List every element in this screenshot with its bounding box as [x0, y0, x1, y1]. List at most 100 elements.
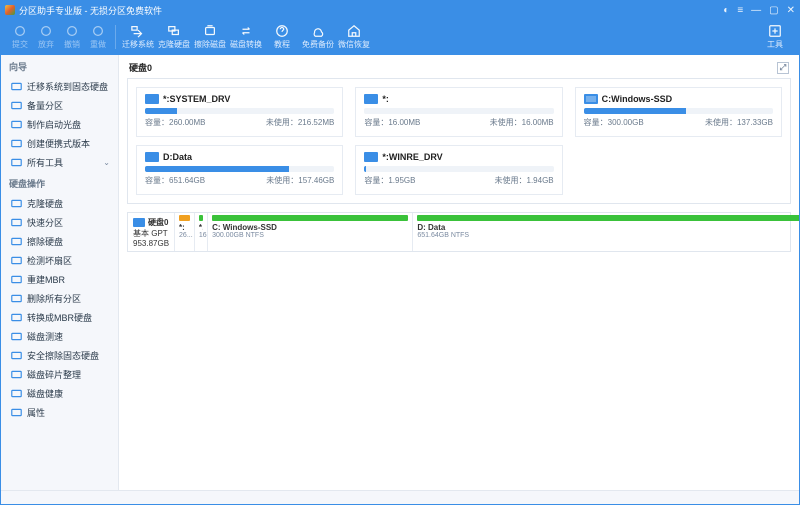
sidebar-item[interactable]: 磁盘测速 — [1, 327, 118, 346]
sidebar-item-label: 安全擦除固态硬盘 — [27, 349, 99, 362]
sidebar-item-icon — [11, 138, 22, 149]
diskmap-partition[interactable]: *:26... — [175, 213, 195, 251]
sidebar-item-label: 磁盘测速 — [27, 330, 63, 343]
skin-button[interactable]: ◐ — [723, 5, 729, 16]
sidebar-item[interactable]: 检测坏扇区 — [1, 251, 118, 270]
diskmap-partition[interactable]: *:16... — [195, 213, 208, 251]
menu-button[interactable]: ≡ — [737, 5, 743, 16]
capacity-label: 容量：260.00MB — [145, 117, 205, 128]
sidebar-item-label: 磁盘碎片整理 — [27, 368, 81, 381]
capacity-label: 容量：1.95GB — [364, 175, 415, 186]
sidebar-item[interactable]: 创建便携式版本 — [1, 134, 118, 153]
window-controls: ◐ ≡ — ▢ ✕ — [723, 5, 795, 16]
sidebar-item[interactable]: 转换成MBR硬盘 — [1, 308, 118, 327]
sidebar-item[interactable]: 擦除硬盘 — [1, 232, 118, 251]
toolbar-migrate-button[interactable]: 迁移系统 — [120, 20, 156, 54]
sidebar-item-label: 磁盘健康 — [27, 387, 63, 400]
sidebar-item-icon — [11, 407, 22, 418]
sidebar-item[interactable]: 制作启动光盘 — [1, 115, 118, 134]
sidebar-item-label: 所有工具 — [27, 156, 63, 169]
erase-icon — [203, 24, 217, 38]
toolbar-small-2[interactable]: 撤销 — [59, 20, 85, 54]
usage-bar — [364, 166, 553, 172]
toolbar-tutorial-button[interactable]: 教程 — [264, 20, 300, 54]
migrate-icon — [131, 24, 145, 38]
toolbar-recover-button[interactable]: 微信恢复 — [336, 20, 372, 54]
tools-label: 工具 — [767, 39, 783, 50]
drive-icon — [145, 94, 159, 104]
sidebar-item-icon — [11, 236, 22, 247]
capacity-label: 容量：651.64GB — [145, 175, 205, 186]
free-label: 未使用：1.94GB — [495, 175, 554, 186]
diskmap-head[interactable]: 硬盘0基本 GPT953.87GB — [128, 213, 175, 251]
toolbar-erase-button[interactable]: 擦除磁盘 — [192, 20, 228, 54]
drive-icon — [584, 94, 598, 104]
main-area: 向导迁移系统到固态硬盘备量分区制作启动光盘创建便携式版本所有工具⌄硬盘操作克隆硬… — [1, 55, 799, 490]
drive-icon — [145, 152, 159, 162]
sidebar-item-label: 检测坏扇区 — [27, 254, 72, 267]
sidebar-item[interactable]: 删除所有分区 — [1, 289, 118, 308]
partition-tile[interactable]: *:WINRE_DRV容量：1.95GB未使用：1.94GB — [355, 145, 562, 195]
sidebar-item[interactable]: 磁盘碎片整理 — [1, 365, 118, 384]
partition-tile[interactable]: *:容量：16.00MB未使用：16.00MB — [355, 87, 562, 137]
toolbar-backup-button[interactable]: 免费备份 — [300, 20, 336, 54]
sidebar-item[interactable]: 属性 — [1, 403, 118, 422]
sidebar-item-label: 迁移系统到固态硬盘 — [27, 80, 108, 93]
panel-expand-button[interactable]: ⤢ — [777, 62, 789, 74]
partition-segment — [417, 215, 799, 221]
sidebar-item[interactable]: 安全擦除固态硬盘 — [1, 346, 118, 365]
sidebar-item[interactable]: 快速分区 — [1, 213, 118, 232]
sidebar-item-icon — [11, 100, 22, 111]
disk-map: 硬盘0基本 GPT953.87GB*:26...*:16...C: Window… — [127, 212, 791, 252]
toolbar-small-0[interactable]: 提交 — [7, 20, 33, 54]
sidebar-item-label: 克隆硬盘 — [27, 197, 63, 210]
sidebar-item-icon — [11, 350, 22, 361]
small-icon — [65, 24, 79, 38]
toolbar-clone-button[interactable]: 克隆硬盘 — [156, 20, 192, 54]
partition-tile[interactable]: *:SYSTEM_DRV容量：260.00MB未使用：216.52MB — [136, 87, 343, 137]
sidebar-item-icon — [11, 388, 22, 399]
usage-bar — [145, 166, 334, 172]
sidebar-item-icon — [11, 312, 22, 323]
tools-button[interactable]: 工具 — [757, 20, 793, 54]
close-button[interactable]: ✕ — [787, 5, 795, 16]
partition-name: C:Windows-SSD — [602, 94, 672, 104]
toolbar-convert-button[interactable]: 磁盘转换 — [228, 20, 264, 54]
sidebar-item-label: 备量分区 — [27, 99, 63, 112]
diskmap-partition[interactable]: C: Windows-SSD300.00GB NTFS — [208, 213, 413, 251]
partition-tile[interactable]: D:Data 容量：651.64GB 未使用：157.46GB — [136, 145, 343, 195]
sidebar-group-head: 向导 — [1, 55, 118, 77]
sidebar-item[interactable]: 克隆硬盘 — [1, 194, 118, 213]
content-panel: 硬盘0 ⤢ *:SYSTEM_DRV容量：260.00MB未使用：216.52M… — [119, 55, 799, 490]
sidebar-item[interactable]: 所有工具⌄ — [1, 153, 118, 172]
partition-segment — [179, 215, 190, 221]
sidebar-item-label: 擦除硬盘 — [27, 235, 63, 248]
titlebar: 分区助手专业版 - 无损分区免费软件 ◐ ≡ — ▢ ✕ — [1, 1, 799, 19]
free-label: 未使用：157.46GB — [266, 175, 334, 186]
toolbar-small-1[interactable]: 放弃 — [33, 20, 59, 54]
sidebar-item[interactable]: 迁移系统到固态硬盘 — [1, 77, 118, 96]
sidebar-item[interactable]: 重建MBR — [1, 270, 118, 289]
sidebar-item[interactable]: 磁盘健康 — [1, 384, 118, 403]
partition-name: *: — [382, 94, 389, 104]
usage-bar — [145, 108, 334, 114]
sidebar-item-icon — [11, 119, 22, 130]
sidebar-item-icon — [11, 331, 22, 342]
panel-title: 硬盘0 — [129, 61, 152, 74]
maximize-button[interactable]: ▢ — [769, 5, 778, 16]
diskmap-partition[interactable]: D: Data651.64GB NTFS — [413, 213, 799, 251]
capacity-label: 容量：300.00GB — [584, 117, 644, 128]
sidebar-item-icon — [11, 274, 22, 285]
minimize-button[interactable]: — — [751, 5, 761, 16]
small-icon — [91, 24, 105, 38]
partition-tile[interactable]: C:Windows-SSD容量：300.00GB未使用：137.33GB — [575, 87, 782, 137]
clone-icon — [167, 24, 181, 38]
toolbar-small-3[interactable]: 重做 — [85, 20, 111, 54]
tutorial-icon — [275, 24, 289, 38]
drive-icon — [364, 94, 378, 104]
convert-icon — [239, 24, 253, 38]
sidebar-item[interactable]: 备量分区 — [1, 96, 118, 115]
partition-name: D:Data — [163, 152, 192, 162]
small-icon — [13, 24, 27, 38]
sidebar-item-label: 创建便携式版本 — [27, 137, 90, 150]
